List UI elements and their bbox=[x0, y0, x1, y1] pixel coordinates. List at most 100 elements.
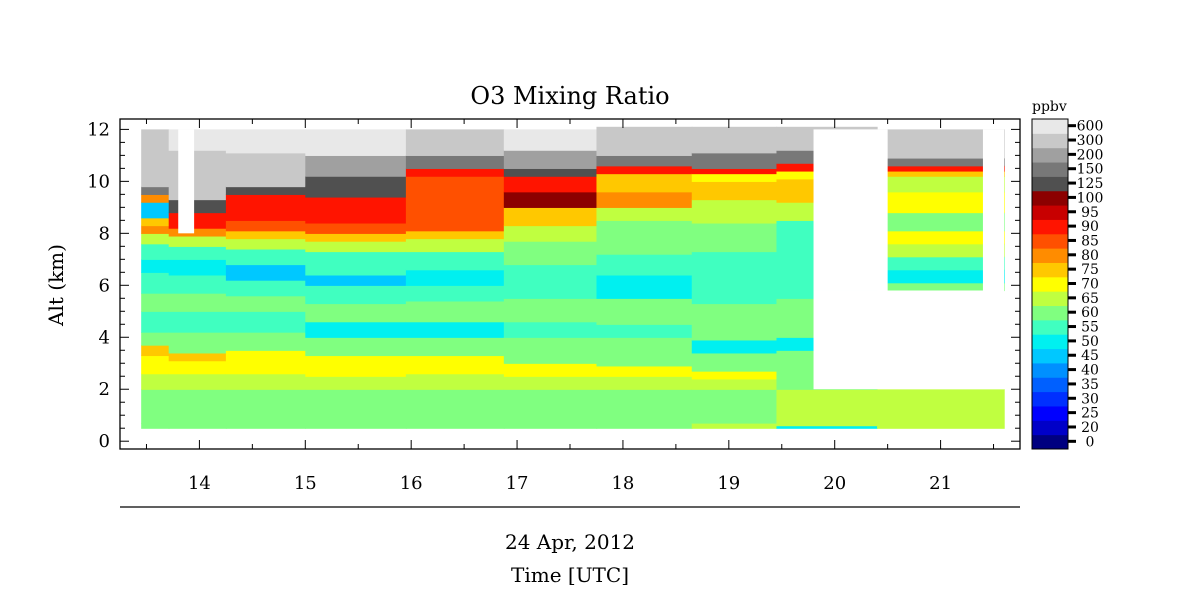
heatmap-cell bbox=[168, 332, 227, 354]
heatmap-cell bbox=[168, 293, 227, 312]
heatmap-cell bbox=[305, 241, 407, 253]
heatmap-cell bbox=[503, 207, 598, 227]
colorbar-swatch bbox=[1032, 233, 1068, 249]
heatmap-cell bbox=[168, 228, 227, 237]
heatmap-cell bbox=[141, 293, 170, 312]
heatmap-cell bbox=[305, 321, 407, 338]
heatmap-cell bbox=[305, 222, 407, 234]
heatmap-cell bbox=[225, 311, 306, 333]
heatmap-cell bbox=[691, 339, 778, 354]
heatmap-cell bbox=[305, 233, 407, 242]
heatmap-cell bbox=[168, 352, 227, 362]
heatmap-cell bbox=[168, 360, 227, 375]
heatmap-cell bbox=[503, 389, 598, 429]
heatmap-cell bbox=[877, 191, 1005, 214]
heatmap-cell bbox=[168, 150, 227, 201]
heatmap-cell bbox=[596, 165, 693, 175]
date-label: 24 Apr, 2012 bbox=[505, 530, 635, 554]
heatmap-cell bbox=[877, 212, 1005, 232]
colorbar-swatch bbox=[1032, 319, 1068, 335]
colorbar-swatch bbox=[1032, 133, 1068, 149]
heatmap-cell bbox=[141, 423, 170, 429]
colorbar-swatch bbox=[1032, 391, 1068, 407]
colorbar-tick-label: 80 bbox=[1081, 248, 1099, 264]
colorbar-swatch bbox=[1032, 362, 1068, 378]
heatmap-cell bbox=[305, 337, 407, 357]
heatmap-cell bbox=[225, 389, 306, 429]
colorbar-tick-label: 55 bbox=[1081, 320, 1099, 336]
colorbar-tick-label: 35 bbox=[1081, 377, 1099, 393]
heatmap-cell bbox=[877, 165, 1005, 172]
colorbar-unit-label: ppbv bbox=[1032, 99, 1067, 115]
colorbar-swatch bbox=[1032, 190, 1068, 206]
heatmap-cell bbox=[141, 311, 170, 333]
heatmap-cell bbox=[305, 196, 407, 224]
heatmap-cell bbox=[305, 376, 407, 390]
colorbar-swatch bbox=[1032, 176, 1068, 192]
heatmap-cell bbox=[225, 373, 306, 390]
heatmap-cell bbox=[305, 186, 407, 198]
heatmap-cell bbox=[305, 155, 407, 177]
x-tick-label: 15 bbox=[294, 473, 317, 494]
heatmap-cell bbox=[141, 233, 170, 245]
heatmap-cell bbox=[405, 129, 505, 156]
colorbar-tick-label: 45 bbox=[1081, 348, 1099, 364]
colorbar-swatch bbox=[1032, 348, 1068, 364]
heatmap-cell bbox=[168, 246, 227, 260]
heatmap-cell bbox=[305, 285, 407, 305]
heatmap-cell bbox=[877, 389, 1005, 429]
heatmap-cell bbox=[405, 321, 505, 338]
heatmap-cell bbox=[877, 176, 1005, 193]
heatmap-cell bbox=[405, 230, 505, 240]
heatmap-cell bbox=[596, 126, 693, 156]
heatmap-cell bbox=[596, 337, 693, 367]
heatmap-cell bbox=[168, 235, 227, 247]
heatmap-cell bbox=[168, 259, 227, 276]
x-axis-label: Time [UTC] bbox=[511, 563, 629, 587]
heatmap-cell bbox=[225, 129, 306, 154]
colorbar-tick-label: 100 bbox=[1077, 190, 1104, 206]
y-tick-label: 6 bbox=[99, 275, 110, 296]
heatmap-cell bbox=[225, 152, 306, 188]
heatmap-cell bbox=[691, 152, 778, 169]
colorbar-tick-label: 70 bbox=[1081, 277, 1099, 293]
heatmap-cell bbox=[596, 254, 693, 276]
heatmap-cell bbox=[225, 230, 306, 240]
colorbar-tick-label: 60 bbox=[1081, 305, 1099, 321]
heatmap-cell bbox=[141, 217, 170, 227]
heatmap-cell bbox=[225, 220, 306, 232]
heatmap-cell bbox=[305, 176, 407, 188]
heatmap-cell bbox=[596, 324, 693, 338]
heatmap-cell bbox=[596, 298, 693, 325]
heatmap-cell bbox=[305, 129, 407, 156]
heatmap-cell bbox=[305, 274, 407, 286]
colorbar-swatch bbox=[1032, 420, 1068, 436]
heatmap-cell bbox=[691, 352, 778, 372]
y-tick-label: 10 bbox=[87, 171, 110, 192]
heatmap-cell bbox=[503, 321, 598, 338]
colorbar-swatch bbox=[1032, 434, 1068, 450]
heatmap-cell bbox=[691, 303, 778, 341]
colorbar: 0202530354045505560657075808590951001251… bbox=[1031, 118, 1104, 450]
missing-data-region bbox=[178, 129, 195, 234]
heatmap-cell bbox=[141, 202, 170, 219]
y-tick-label: 0 bbox=[99, 431, 110, 452]
colorbar-tick-label: 85 bbox=[1081, 233, 1099, 249]
heatmap-cell bbox=[141, 194, 170, 203]
heatmap-cell bbox=[305, 355, 407, 377]
colorbar-tick-label: 65 bbox=[1081, 291, 1099, 307]
heatmap-cell bbox=[691, 423, 778, 429]
heatmap-cell bbox=[691, 173, 778, 182]
heatmap-cell bbox=[405, 168, 505, 177]
colorbar-tick-label: 20 bbox=[1081, 420, 1099, 436]
heatmap-cell bbox=[405, 285, 505, 302]
x-tick-label: 21 bbox=[929, 473, 952, 494]
y-tick-label: 12 bbox=[87, 119, 110, 140]
missing-data-region bbox=[813, 290, 1005, 390]
heatmap-cell bbox=[503, 337, 598, 364]
heatmap-cell bbox=[141, 355, 170, 375]
heatmap-cell bbox=[503, 241, 598, 266]
heatmap-cell bbox=[405, 217, 505, 232]
heatmap-cell bbox=[691, 389, 778, 424]
